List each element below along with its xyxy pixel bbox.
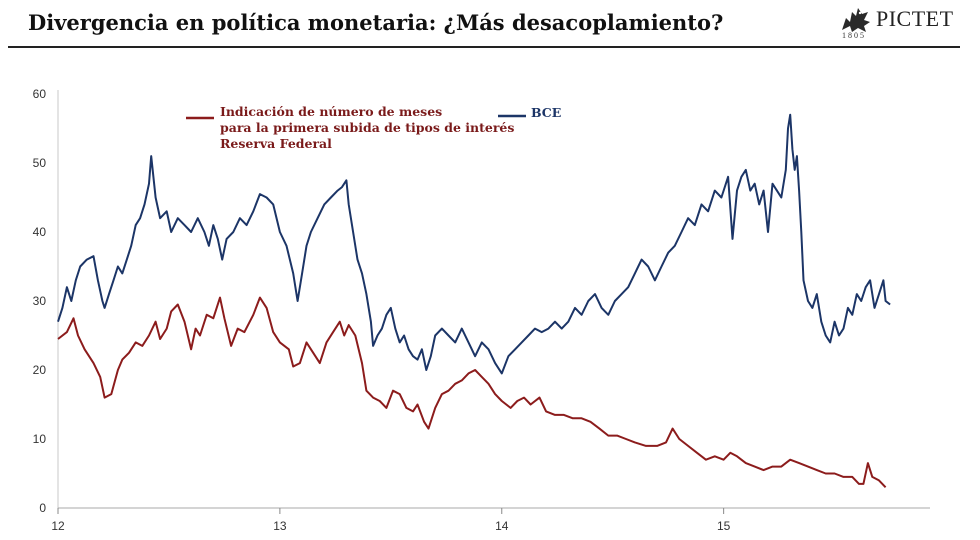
logo-wordmark: PICTET xyxy=(876,6,954,31)
legend-label-fed-line-1: Indicación de número de meses xyxy=(220,104,442,119)
y-tick-label: 60 xyxy=(33,87,47,101)
legend-label-ecb: BCE xyxy=(531,105,561,120)
y-tick-label: 30 xyxy=(33,294,47,308)
legend: Indicación de número de meses para la pr… xyxy=(186,104,561,151)
y-tick-label: 10 xyxy=(33,432,47,446)
legend-label-fed-line-2: para la primera subida de tipos de inter… xyxy=(220,120,514,135)
x-tick-label: 12 xyxy=(51,519,65,533)
x-tick-label: 14 xyxy=(495,519,509,533)
y-tick-label: 50 xyxy=(33,156,47,170)
header-rule xyxy=(8,46,960,48)
logo-year: 1805 xyxy=(842,31,866,40)
griffin-emblem-icon xyxy=(842,8,870,32)
y-tick-label: 0 xyxy=(39,501,46,515)
series-line-fed xyxy=(57,296,887,488)
y-tick-label: 40 xyxy=(33,225,47,239)
y-axis-ticks: 0 10 20 30 40 50 60 xyxy=(33,87,47,515)
y-tick-label: 20 xyxy=(33,363,47,377)
legend-label-fed-line-3: Reserva Federal xyxy=(220,136,332,151)
x-axis-ticks: 12 13 14 15 xyxy=(51,508,731,533)
page-title: Divergencia en política monetaria: ¿Más … xyxy=(28,10,724,35)
header-bar: Divergencia en política monetaria: ¿Más … xyxy=(0,0,980,50)
series-layer xyxy=(57,113,891,488)
x-tick-label: 13 xyxy=(273,519,287,533)
series-line-ecb xyxy=(57,113,891,375)
x-tick-label: 15 xyxy=(717,519,731,533)
pictet-logo: PICTET 1805 xyxy=(838,4,970,44)
